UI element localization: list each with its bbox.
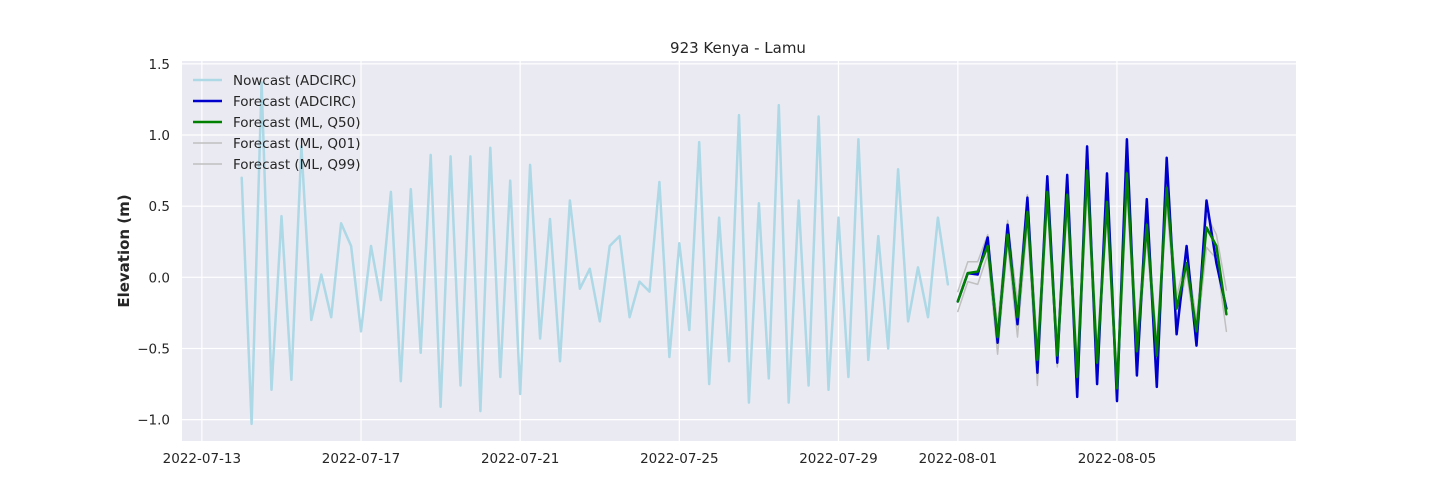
legend-label: Nowcast (ADCIRC) [233, 73, 356, 89]
x-tick-label: 2022-07-29 [799, 451, 877, 467]
legend-label: Forecast (ML, Q01) [233, 136, 361, 152]
x-tick-label: 2022-07-25 [640, 451, 718, 467]
tick-labels: 2022-07-13 2022-07-17 2022-07-21 2022-07-25… [137, 57, 1156, 467]
series-line-nowcast-adcirc [240, 81, 950, 426]
legend: Nowcast (ADCIRC) Forecast (ADCIRC) Forecas… [193, 73, 361, 173]
series-lines [240, 81, 1228, 426]
y-axis-title: Elevation (m) [115, 194, 133, 307]
y-tick-label: 1.5 [149, 57, 170, 73]
x-tick-label: 2022-07-17 [322, 451, 400, 467]
chart-title: 923 Kenya - Lamu [670, 39, 806, 57]
y-tick-label: 0.0 [149, 270, 170, 286]
x-tick-label: 2022-07-21 [481, 451, 559, 467]
x-tick-label: 2022-07-13 [163, 451, 241, 467]
legend-label: Forecast (ML, Q50) [233, 115, 361, 131]
y-tick-label: 0.5 [149, 199, 170, 215]
y-tick-label: 1.0 [149, 128, 170, 144]
legend-label: Forecast (ML, Q99) [233, 157, 361, 173]
legend-label: Forecast (ADCIRC) [233, 94, 356, 110]
y-tick-label: −1.0 [137, 413, 170, 429]
x-tick-label: 2022-08-05 [1078, 451, 1156, 467]
series-line-forecast-ml-q50 [956, 169, 1228, 390]
y-tick-label: −0.5 [137, 341, 170, 357]
x-tick-label: 2022-08-01 [919, 451, 997, 467]
